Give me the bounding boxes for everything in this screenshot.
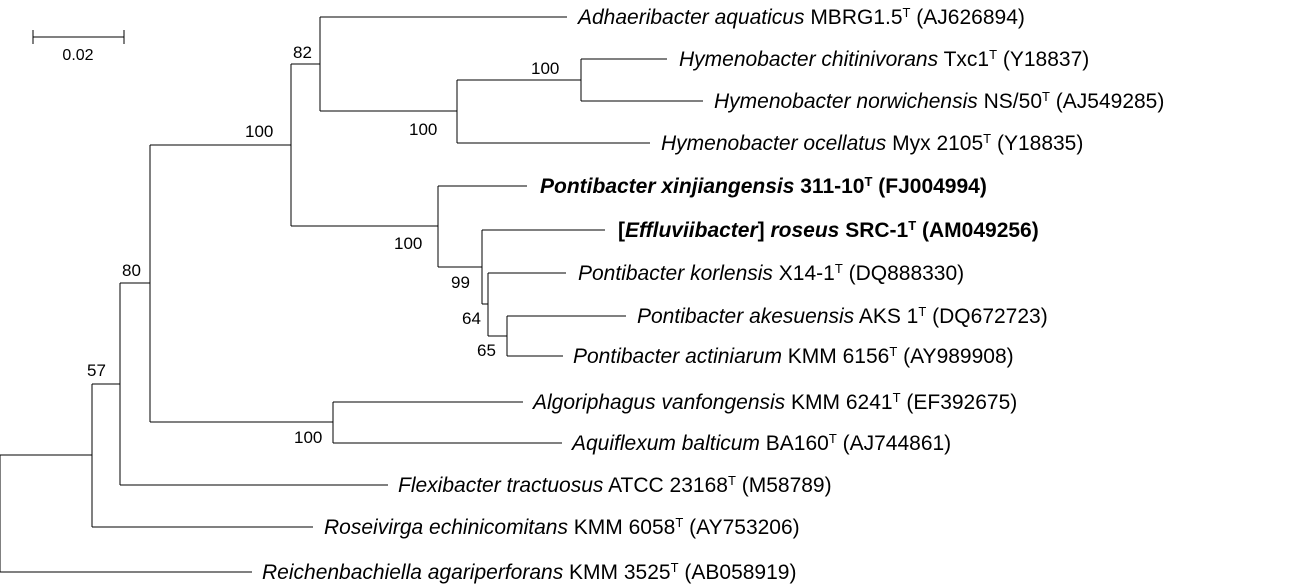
bootstrap-value: 100 bbox=[294, 428, 322, 447]
bootstrap-value: 80 bbox=[122, 261, 141, 280]
taxon-label-t6: [Effluviibacter] roseus SRC-1T (AM049256… bbox=[618, 218, 1039, 243]
scale-bar: 0.02 bbox=[32, 30, 125, 64]
taxon-label-t4: Hymenobacter ocellatus Myx 2105T (Y18835… bbox=[661, 131, 1083, 156]
taxon-label-t1: Adhaeribacter aquaticus MBRG1.5T (AJ6268… bbox=[576, 5, 1025, 30]
scale-bar-label: 0.02 bbox=[62, 47, 93, 64]
bootstrap-value: 100 bbox=[531, 59, 559, 78]
bootstrap-value: 99 bbox=[451, 273, 470, 292]
bootstrap-value: 100 bbox=[409, 120, 437, 139]
bootstrap-value: 100 bbox=[245, 122, 273, 141]
bootstrap-value: 100 bbox=[394, 234, 422, 253]
bootstrap-value: 65 bbox=[477, 341, 496, 360]
bootstrap-value: 82 bbox=[293, 43, 312, 62]
tree-branches bbox=[0, 16, 703, 573]
taxon-label-t7: Pontibacter korlensis X14-1T (DQ888330) bbox=[578, 261, 964, 286]
taxon-label-t3: Hymenobacter norwichensis NS/50T (AJ5492… bbox=[714, 89, 1164, 114]
taxon-label-t8: Pontibacter akesuensis AKS 1T (DQ672723) bbox=[637, 304, 1048, 329]
taxon-label-t12: Flexibacter tractuosus ATCC 23168T (M587… bbox=[398, 473, 832, 498]
bootstrap-values: 82 100 100 100 100 99 64 65 80 100 57 bbox=[87, 43, 559, 447]
bootstrap-value: 57 bbox=[87, 361, 106, 380]
taxon-label-t14: Reichenbachiella agariperforans KMM 3525… bbox=[262, 560, 796, 585]
taxon-label-t10: Algoriphagus vanfongensis KMM 6241T (EF3… bbox=[531, 390, 1017, 415]
taxon-label-t2: Hymenobacter chitinivorans Txc1T (Y18837… bbox=[679, 47, 1089, 72]
taxon-label-t9: Pontibacter actiniarum KMM 6156T (AY9899… bbox=[573, 344, 1014, 369]
bootstrap-value: 64 bbox=[462, 309, 481, 328]
taxon-label-t11: Aquiflexum balticum BA160T (AJ744861) bbox=[570, 431, 951, 456]
taxon-label-t5: Pontibacter xinjiangensis 311-10T (FJ004… bbox=[540, 174, 987, 199]
taxon-labels: Adhaeribacter aquaticus MBRG1.5T (AJ6268… bbox=[262, 5, 1164, 585]
taxon-label-t13: Roseivirga echinicomitans KMM 6058T (AY7… bbox=[324, 515, 800, 540]
